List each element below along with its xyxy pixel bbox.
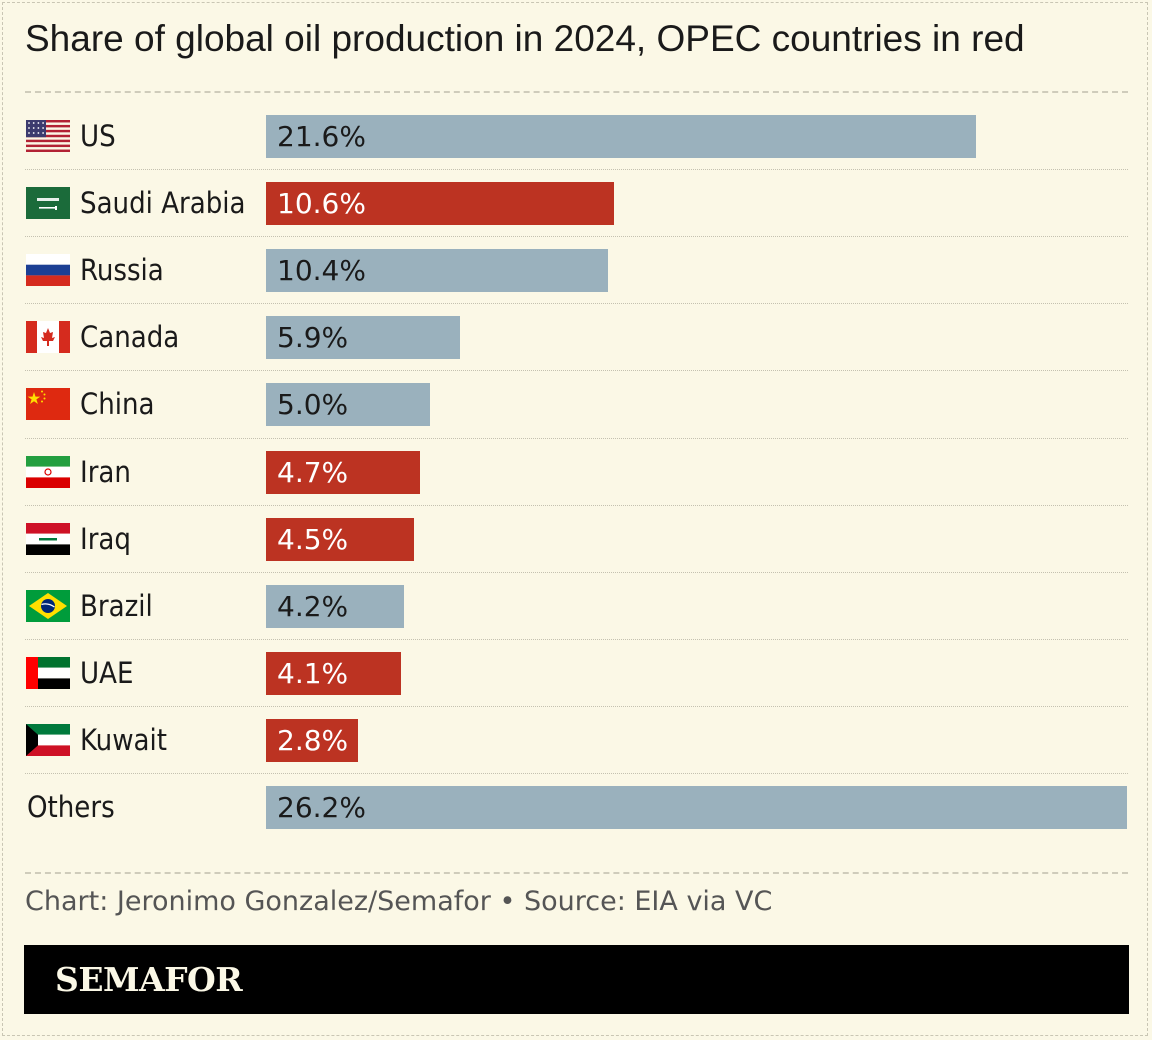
row-separator — [25, 303, 1128, 304]
data-label: 4.5% — [277, 522, 349, 556]
data-label: 4.2% — [277, 589, 349, 623]
chart-title: Share of global oil production in 2024, … — [25, 18, 1025, 59]
bar: 4.7% — [266, 450, 420, 494]
bar-row: Kuwait 2.8% — [0, 707, 1152, 774]
bottom-divider — [25, 872, 1128, 874]
bar: 26.2% — [266, 786, 1127, 829]
russia-flag-icon — [26, 254, 70, 287]
category-label: Iraq — [80, 521, 131, 556]
row-separator — [25, 505, 1128, 506]
category-label: Kuwait — [80, 722, 167, 757]
bar: 10.6% — [266, 182, 614, 226]
data-label: 10.4% — [277, 254, 366, 288]
bar-row: UAE 4.1% — [0, 640, 1152, 707]
category-label: Russia — [80, 253, 164, 288]
bar-row: Brazil 4.2% — [0, 573, 1152, 640]
data-label: 5.9% — [277, 321, 349, 355]
bar: 5.0% — [266, 383, 430, 427]
row-separator — [25, 639, 1128, 640]
row-separator — [25, 169, 1128, 170]
row-separator — [25, 438, 1128, 439]
data-label: 2.8% — [277, 723, 349, 757]
category-label: Saudi Arabia — [80, 186, 246, 221]
data-label: 4.1% — [277, 656, 349, 690]
bar-row: Iran 4.7% — [0, 439, 1152, 506]
bar-row: Iraq 4.5% — [0, 506, 1152, 573]
saudi-arabia-flag-icon — [26, 187, 70, 220]
uae-flag-icon — [26, 656, 70, 689]
brand-bar: SEMAFOR — [24, 945, 1129, 1014]
row-separator — [25, 773, 1128, 774]
bar-row: US 21.6% — [0, 103, 1152, 170]
bar: 2.8% — [266, 718, 358, 762]
category-label: Brazil — [80, 588, 153, 623]
row-separator — [25, 370, 1128, 371]
category-label: Iran — [80, 454, 131, 489]
bar: 4.1% — [266, 651, 401, 695]
bar: 4.2% — [266, 584, 404, 628]
bar-row: China 5.0% — [0, 371, 1152, 438]
category-label: US — [80, 119, 116, 153]
kuwait-flag-icon — [26, 723, 70, 756]
bar-row: Russia 10.4% — [0, 237, 1152, 304]
bar-row: Others 26.2% — [0, 774, 1152, 841]
bar: 10.4% — [266, 249, 608, 293]
data-label: 21.6% — [277, 120, 366, 153]
china-flag-icon — [26, 388, 70, 421]
row-separator — [25, 236, 1128, 237]
category-label: UAE — [80, 655, 134, 690]
data-label: 10.6% — [277, 187, 366, 221]
top-divider — [25, 91, 1128, 93]
bar: 21.6% — [266, 115, 976, 158]
canada-flag-icon — [26, 321, 70, 354]
iraq-flag-icon — [26, 522, 70, 555]
bar-row: Canada 5.9% — [0, 304, 1152, 371]
row-separator — [25, 706, 1128, 707]
data-label: 26.2% — [277, 791, 366, 824]
bar: 5.9% — [266, 316, 460, 360]
data-label: 5.0% — [277, 388, 349, 422]
iran-flag-icon — [26, 455, 70, 488]
brazil-flag-icon — [26, 589, 70, 622]
row-separator — [25, 572, 1128, 573]
category-label: Canada — [80, 320, 180, 355]
chart-credit: Chart: Jeronimo Gonzalez/Semafor • Sourc… — [25, 886, 773, 917]
category-label: China — [80, 387, 155, 422]
bar-row: Saudi Arabia 10.6% — [0, 170, 1152, 237]
us-flag-icon — [26, 120, 70, 152]
data-label: 4.7% — [277, 455, 349, 489]
category-label: Others — [27, 790, 115, 824]
semafor-logo: SEMAFOR — [55, 960, 243, 999]
bar: 4.5% — [266, 517, 414, 561]
